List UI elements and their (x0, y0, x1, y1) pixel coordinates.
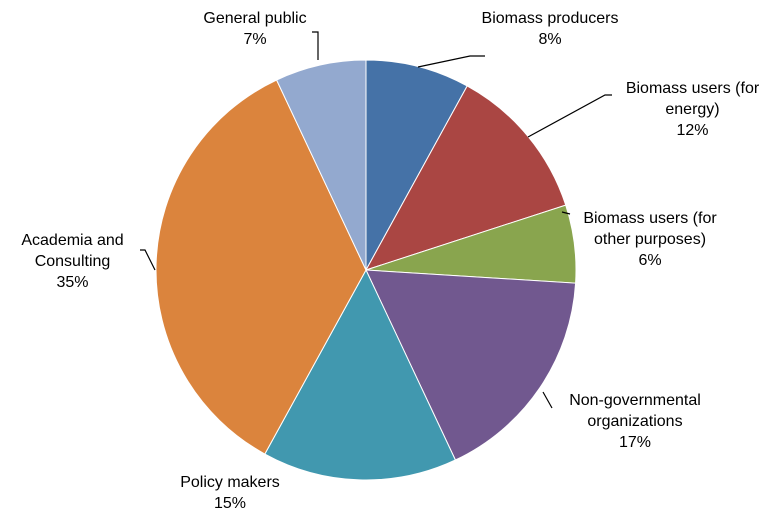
value-label: 15% (213, 495, 247, 512)
slice-label: Non-governmental organizations 17% (545, 390, 725, 453)
slice-label: Policy makers 15% (160, 472, 300, 514)
slice-label: Biomass producers 8% (460, 8, 640, 50)
category-label: Academia and Consulting (21, 232, 124, 270)
pie-slice (364, 85, 567, 271)
leader-line (140, 249, 156, 271)
value-label: 7% (243, 31, 267, 48)
value-label: 6% (638, 252, 662, 269)
value-label: 12% (676, 122, 709, 139)
leader-line (542, 391, 553, 409)
slice-label: Biomass users (for other purposes) 6% (570, 208, 730, 271)
pie-slice (264, 268, 457, 481)
slice-label: Academia and Consulting 35% (5, 230, 140, 293)
leader-line (527, 94, 612, 138)
value-label: 8% (538, 31, 562, 48)
pie-slice (275, 59, 367, 271)
category-label: Biomass users (for energy) (625, 80, 760, 118)
leader-line (561, 211, 571, 215)
category-label: Biomass users (for other purposes) (583, 210, 717, 248)
category-label: Biomass producers (481, 10, 619, 27)
slice-label: Biomass users (for energy) 12% (605, 78, 773, 141)
slice-label: General public 7% (185, 8, 325, 50)
value-label: 35% (56, 274, 89, 291)
category-label: Non-governmental organizations (569, 392, 701, 430)
leader-line (417, 55, 485, 68)
pie-slice (365, 269, 577, 461)
pie-slice (155, 79, 367, 455)
category-label: Policy makers (180, 474, 280, 491)
leader-line (312, 31, 319, 60)
category-label: General public (203, 10, 307, 27)
value-label: 17% (618, 434, 652, 451)
